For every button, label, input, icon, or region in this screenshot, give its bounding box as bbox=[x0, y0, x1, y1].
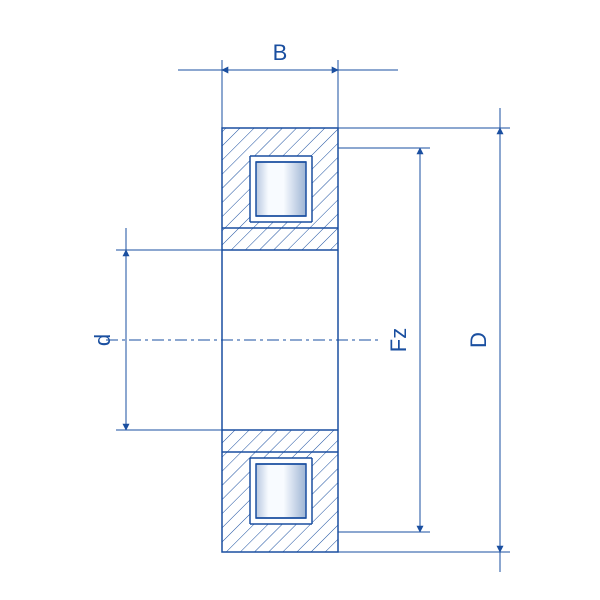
label-D: D bbox=[466, 332, 491, 348]
label-B: B bbox=[273, 40, 288, 65]
bearing-cross-section-diagram: B d Fz D bbox=[0, 0, 600, 600]
label-d: d bbox=[90, 334, 115, 346]
label-Fz: Fz bbox=[386, 328, 411, 352]
